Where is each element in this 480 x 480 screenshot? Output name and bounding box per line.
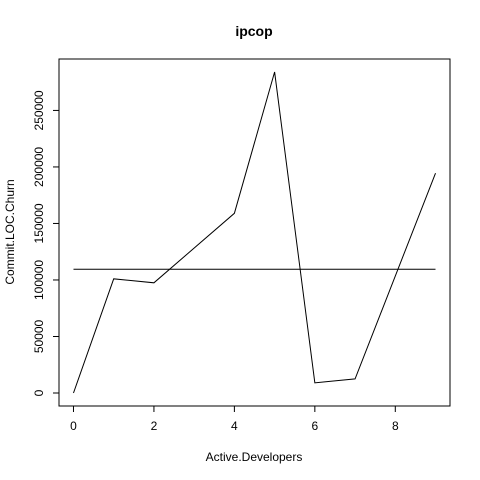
x-tick-label: 4	[231, 419, 238, 433]
x-axis-label: Active.Developers	[206, 450, 303, 464]
x-tick-label: 2	[151, 419, 158, 433]
y-axis: 0 50000 100000 150000 200000 250000	[32, 90, 59, 396]
y-tick-label: 100000	[32, 260, 46, 300]
y-tick-label: 150000	[32, 203, 46, 243]
y-tick-label: 50000	[32, 319, 46, 353]
x-tick-label: 0	[70, 419, 77, 433]
x-tick-label: 8	[392, 419, 399, 433]
x-axis: 0 2 4 6 8	[70, 406, 399, 433]
y-axis-label: Commit.LOC.Churn	[3, 179, 17, 284]
y-tick-label: 250000	[32, 90, 46, 130]
y-tick-label: 0	[32, 389, 46, 396]
series-line	[73, 71, 436, 394]
chart-title: ipcop	[235, 23, 272, 39]
y-tick-label: 200000	[32, 147, 46, 187]
plot-frame	[58, 58, 451, 407]
x-tick-label: 6	[311, 419, 318, 433]
